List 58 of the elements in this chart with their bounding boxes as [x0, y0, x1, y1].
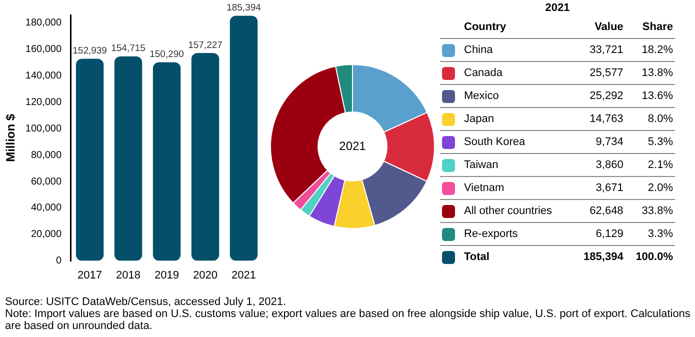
x-tick-label: 2020 — [193, 269, 218, 282]
legend-label: Re-exports — [462, 222, 573, 246]
text: Country — [463, 20, 508, 35]
y-tick-label: 20,000 — [30, 229, 62, 240]
legend-label: South Korea — [462, 130, 573, 154]
data-label: 33,721 — [572, 38, 626, 62]
data-label: 6,129 — [572, 222, 626, 246]
y-tick-label: 0 — [56, 256, 62, 267]
legend-label: Vietnam — [462, 176, 573, 200]
legend-label: Mexico — [462, 84, 573, 108]
text: 100.0% — [625, 246, 675, 268]
y-tick-label: 60,000 — [30, 176, 62, 188]
data-label: 154,715 — [111, 43, 146, 54]
text: Share — [641, 20, 674, 35]
y-axis-title: Million $ — [4, 114, 18, 162]
data-label: 150,290 — [150, 49, 184, 60]
x-tick-label: 2021 — [232, 269, 256, 282]
text: 33.8% — [642, 205, 673, 217]
y-tick-label: 40,000 — [30, 202, 62, 214]
y-tick-label: 160,000 — [25, 44, 62, 56]
data-label: 3,860 — [572, 154, 626, 176]
text: Note: Import values are based on U.S. customs value; export values are based on free alongside ship value, U.S. port of export. Calculations are based on unrounded data. — [5, 308, 692, 332]
y-tick-label: 100,000 — [25, 123, 62, 134]
legend-title: 2021 — [544, 2, 571, 16]
data-label: 25,292 — [572, 84, 626, 108]
text: 2021 — [339, 138, 366, 153]
x-tick-label: 2019 — [154, 269, 180, 282]
y-tick-label: 120,000 — [25, 96, 62, 108]
source-note: Source: USITC DataWeb/Census, accessed July 1, 2021. — [5, 296, 288, 308]
text: 2.1% — [648, 159, 673, 171]
text: 2.0% — [648, 182, 673, 194]
x-tick-label: 2017 — [78, 269, 102, 282]
y-tick-label: 180,000 — [25, 18, 62, 29]
text: 8.0% — [648, 113, 673, 125]
legend-label: All other countries — [462, 200, 573, 222]
data-label: 9,734 — [572, 130, 626, 154]
y-tick-label: 140,000 — [25, 70, 62, 82]
legend-label: China — [462, 38, 573, 62]
data-label: 25,577 — [572, 62, 626, 84]
text: 3.3% — [648, 228, 673, 240]
legend-label: Taiwan — [462, 154, 573, 176]
y-tick-label: 80,000 — [30, 150, 62, 161]
data-label: 185,394 — [226, 2, 261, 14]
text: 5.3% — [648, 136, 673, 148]
text: 13.6% — [642, 90, 673, 102]
text: Value — [594, 20, 624, 35]
text: 13.8% — [642, 67, 673, 79]
text: 18.2% — [642, 44, 673, 56]
legend-label: Canada — [462, 62, 573, 84]
data-label: 157,227 — [188, 40, 222, 51]
data-label: 152,939 — [72, 46, 107, 57]
data-label: 3,671 — [572, 176, 626, 200]
text: 185,394 — [572, 246, 626, 268]
x-tick-label: 2018 — [116, 269, 141, 282]
data-label: 14,763 — [572, 108, 626, 130]
text: Total — [462, 246, 573, 268]
legend-label: Japan — [462, 108, 573, 130]
data-label: 62,648 — [572, 200, 626, 222]
